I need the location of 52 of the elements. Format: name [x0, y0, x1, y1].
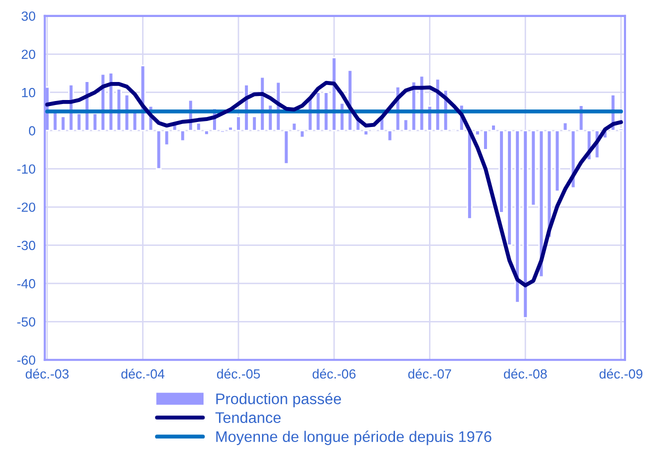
x-tick-label: déc.-08: [504, 368, 547, 379]
bar: [156, 130, 162, 170]
bar: [490, 124, 496, 132]
y-tick-label: -30: [17, 240, 36, 250]
legend-label: Tendance: [215, 412, 281, 424]
bar: [283, 130, 290, 165]
y-tick-label: -60: [17, 355, 36, 365]
x-tick-label: déc.-07: [408, 368, 452, 379]
x-tick-label: déc.-09: [600, 368, 642, 379]
y-tick-label: 30: [22, 11, 36, 21]
legend-label: Moyenne de longue période depuis 1976: [216, 430, 492, 446]
bar: [291, 122, 298, 132]
y-tick-label: -40: [17, 279, 36, 288]
x-tick-label: déc.-05: [217, 368, 260, 379]
bar: [530, 130, 536, 206]
bar: [124, 94, 130, 132]
x-tick-label: déc.-04: [121, 368, 164, 379]
bar: [92, 112, 98, 132]
bar: [506, 130, 512, 246]
bar: [386, 130, 393, 142]
x-tick-label: déc.-03: [26, 368, 69, 379]
y-tick-label: -10: [17, 164, 36, 174]
bar: [204, 130, 210, 136]
bar: [164, 130, 170, 146]
bar: [474, 130, 480, 136]
bar: [402, 118, 409, 132]
bar: [562, 122, 568, 132]
bar: [554, 130, 560, 192]
x-tick-label: déc.-06: [312, 368, 356, 379]
bar: [299, 130, 306, 138]
legend-label: Production passée: [216, 392, 341, 408]
y-tick-label: -50: [17, 317, 36, 327]
bar: [363, 130, 369, 136]
y-tick-label: -20: [17, 202, 36, 212]
bar: [466, 130, 472, 220]
bar: [60, 116, 66, 132]
y-tick-label: 10: [22, 88, 36, 98]
bar: [323, 92, 330, 132]
bar: [76, 112, 82, 132]
bar: [196, 122, 202, 132]
bar: [236, 116, 242, 132]
y-tick-label: 20: [22, 50, 36, 60]
line-series: [45, 80, 623, 288]
y-tick-label: 0: [28, 126, 36, 136]
bar: [514, 130, 520, 304]
bar: [482, 130, 488, 150]
bar: [498, 130, 504, 214]
bar: [228, 126, 234, 132]
bar: [180, 130, 186, 142]
bar: [522, 130, 528, 319]
bar: [116, 88, 122, 132]
bar: [252, 116, 258, 132]
